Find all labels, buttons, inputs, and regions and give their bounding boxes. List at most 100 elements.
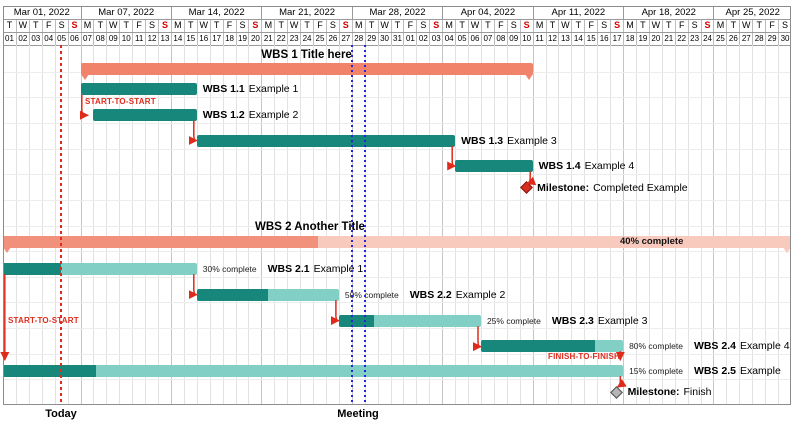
calendar-day-number: 31 xyxy=(390,32,404,45)
calendar-day-letter: M xyxy=(261,19,274,32)
task-label: WBS 1.1 Example 1 xyxy=(203,83,299,95)
calendar-day-number: 13 xyxy=(158,32,171,45)
group-bar-end xyxy=(524,74,533,80)
day-grid-line xyxy=(765,45,767,405)
calendar-day-number: 04 xyxy=(442,32,455,45)
day-grid-line xyxy=(674,45,676,405)
week-grid-line xyxy=(623,45,625,405)
calendar-day-letter: S xyxy=(610,19,623,32)
calendar-day-letter: S xyxy=(158,19,171,32)
calendar-day-number: 10 xyxy=(119,32,132,45)
row-grid-line xyxy=(4,353,790,355)
day-grid-line xyxy=(106,45,108,405)
calendar-week-cell: Apr 11, 2022 xyxy=(532,6,623,19)
calendar-day-letter: F xyxy=(493,19,507,32)
calendar-day-letter: M xyxy=(623,19,636,32)
task-name: Example 1 xyxy=(248,83,299,95)
day-grid-line xyxy=(429,45,431,405)
day-grid-line xyxy=(325,45,327,405)
task-progress-fill xyxy=(3,262,62,275)
calendar-week-cell: Apr 18, 2022 xyxy=(623,6,713,19)
day-grid-line xyxy=(390,45,392,405)
group-bar xyxy=(80,63,533,75)
calendar-day-number: 30 xyxy=(377,32,391,45)
task-progress-label: 30% complete xyxy=(202,263,257,274)
calendar-day-letter: T xyxy=(455,19,468,32)
calendar-day-letter: F xyxy=(403,19,416,32)
calendar-day-number: 23 xyxy=(287,32,300,45)
milestone-code: Milestone: xyxy=(627,386,680,398)
today-line xyxy=(60,45,63,405)
calendar-day-letter: M xyxy=(532,19,546,32)
day-grid-line xyxy=(558,45,560,405)
task-name: Example 3 xyxy=(507,134,557,147)
day-grid-line xyxy=(480,45,482,405)
calendar-day-letter: M xyxy=(442,19,455,32)
task-progress-label: 25% complete xyxy=(486,315,541,326)
calendar-day-letter: T xyxy=(545,19,559,32)
calendar-day-letter: W xyxy=(106,19,119,32)
calendar-week-cell: Mar 14, 2022 xyxy=(170,6,261,19)
calendar-day-number: 24 xyxy=(300,32,313,45)
calendar-day-number: 01 xyxy=(5,34,14,43)
task-label: 15% complete WBS 2.5 Example xyxy=(629,365,781,377)
task-code: WBS 1.1 xyxy=(202,83,245,95)
row-grid-line xyxy=(4,148,790,150)
task-code: WBS 1.3 xyxy=(461,134,504,147)
task-progress-fill xyxy=(196,288,268,301)
row-grid-line xyxy=(4,251,790,253)
group-progress-label: 40% complete xyxy=(620,236,684,247)
day-grid-line xyxy=(519,45,521,405)
calendar-day-letter: M xyxy=(170,19,184,32)
day-grid-line xyxy=(455,45,457,405)
calendar-day-number: 22 xyxy=(274,32,287,45)
meeting-line xyxy=(363,45,366,405)
calendar-day-number: 11 xyxy=(132,32,145,45)
day-grid-line xyxy=(287,45,289,405)
day-grid-line xyxy=(119,45,121,405)
calendar-day-number: 26 xyxy=(325,32,339,45)
calendar-day-number: 02 xyxy=(416,32,429,45)
calendar-day-letter: S xyxy=(778,19,791,32)
day-grid-line xyxy=(313,45,315,405)
week-grid-line xyxy=(80,45,82,405)
calendar-day-number: 24 xyxy=(700,32,714,45)
calendar-day-letter: S xyxy=(687,19,701,32)
day-grid-line xyxy=(687,45,689,405)
calendar-day-letter: W xyxy=(196,19,210,32)
task-label: WBS 1.4 Example 4 xyxy=(539,160,635,172)
calendar-day-number: 27 xyxy=(338,32,352,45)
day-grid-line xyxy=(183,45,185,405)
calendar-day-number: 12 xyxy=(145,32,158,45)
calendar-day-letter: T xyxy=(364,19,378,32)
calendar-day-letter: F xyxy=(222,19,236,32)
calendar-day-letter: S xyxy=(338,19,352,32)
calendar-day-number: 07 xyxy=(80,32,94,45)
calendar-day-letter: S xyxy=(429,19,442,32)
day-grid-line xyxy=(468,45,470,405)
calendar-day-number: 20 xyxy=(648,32,662,45)
calendar-day-number: 09 xyxy=(106,32,119,45)
calendar-day-number: 30 xyxy=(778,32,791,45)
row-grid-line xyxy=(4,328,790,330)
calendar-day-letter: S xyxy=(67,19,81,32)
task-name: Example 2 xyxy=(248,109,299,121)
calendar-day-letter: T xyxy=(390,19,404,32)
day-grid-line xyxy=(726,45,728,405)
calendar-day-letter: M xyxy=(713,19,726,32)
calendar-day-letter: T xyxy=(726,19,739,32)
task-progress-label: 50% complete xyxy=(344,289,399,300)
calendar-day-number: 26 xyxy=(726,32,739,45)
calendar-day-letter: S xyxy=(416,19,429,32)
day-grid-line xyxy=(300,45,302,405)
day-grid-line xyxy=(661,45,663,405)
day-grid-line xyxy=(41,45,43,405)
calendar-day-number: 18 xyxy=(222,32,236,45)
calendar-day-letter: W xyxy=(739,19,752,32)
calendar-day-number: 13 xyxy=(558,32,571,45)
week-grid-line xyxy=(713,45,715,405)
calendar-day-letter: W xyxy=(468,19,481,32)
calendar-day-letter: W xyxy=(558,19,571,32)
calendar-day-number: 17 xyxy=(209,32,223,45)
